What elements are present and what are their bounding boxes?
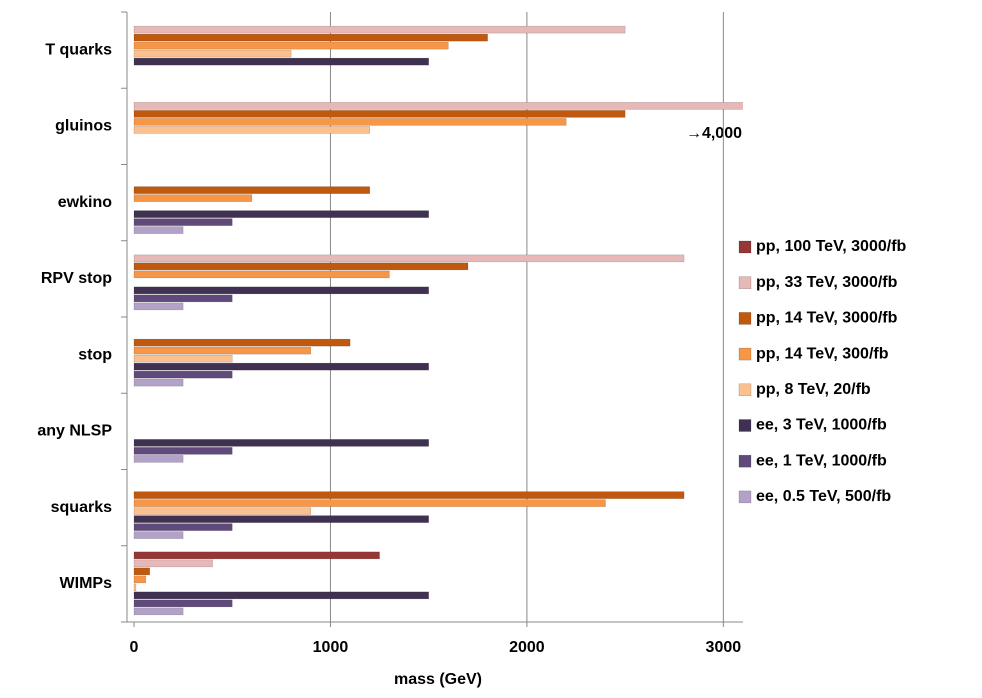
x-axis-label: mass (GeV) — [394, 671, 482, 688]
bar — [133, 33, 488, 42]
bar — [133, 346, 312, 355]
bar — [133, 338, 351, 347]
legend-label: pp, 14 TeV, 3000/fb — [756, 310, 898, 327]
bar — [133, 531, 184, 539]
bar — [133, 551, 380, 560]
y-tick-label: WIMPs — [60, 575, 113, 592]
y-tick-label: squarks — [51, 499, 112, 516]
bar — [133, 370, 233, 379]
bar — [133, 49, 292, 58]
y-tick-label: stop — [78, 346, 112, 363]
bar — [133, 559, 213, 568]
legend-label: pp, 100 TeV, 3000/fb — [756, 238, 907, 255]
bar — [133, 507, 312, 515]
bar — [133, 194, 253, 202]
legend-swatch — [738, 454, 752, 468]
legend-swatch — [738, 240, 752, 254]
y-tick-label: RPV stop — [41, 270, 112, 287]
bar — [133, 354, 233, 363]
bar — [133, 599, 233, 608]
bar — [133, 607, 184, 616]
bar — [133, 270, 390, 279]
bar — [133, 41, 449, 50]
bar — [133, 499, 606, 507]
bar — [133, 515, 429, 523]
bar — [133, 110, 626, 118]
bar — [133, 575, 147, 584]
legend-swatch — [738, 490, 752, 504]
bar — [133, 591, 429, 600]
legend-label: pp, 14 TeV, 300/fb — [756, 345, 889, 362]
x-tick-label: 0 — [130, 639, 139, 656]
legend-label: ee, 1 TeV, 1000/fb — [756, 452, 887, 469]
bar — [133, 57, 429, 66]
bar — [133, 491, 685, 499]
bar — [133, 362, 429, 371]
bar — [133, 210, 429, 218]
bar — [133, 286, 429, 295]
x-tick-label: 1000 — [313, 639, 349, 656]
bar — [133, 523, 233, 531]
legend-swatch — [738, 312, 752, 325]
legend-swatch — [738, 347, 752, 361]
bar — [133, 378, 184, 387]
y-tick-label: ewkino — [58, 194, 112, 211]
legend-label: ee, 3 TeV, 1000/fb — [756, 417, 887, 434]
annotation: →4,000 — [686, 125, 742, 142]
legend-swatch — [738, 276, 752, 289]
legend-swatch — [738, 383, 752, 397]
y-tick-label: gluinos — [55, 118, 112, 135]
bar — [133, 118, 567, 126]
bar — [133, 302, 184, 311]
y-tick-label: any NLSP — [37, 423, 112, 440]
bar — [133, 254, 685, 263]
bar — [133, 25, 626, 34]
bar — [133, 583, 137, 592]
bar — [133, 567, 150, 576]
bar — [133, 439, 429, 447]
bar — [133, 186, 370, 194]
y-tick-label: T quarks — [45, 41, 112, 58]
bar — [133, 447, 233, 455]
bar — [133, 218, 233, 226]
legend-swatch — [738, 419, 752, 432]
x-tick-label: 2000 — [509, 639, 545, 656]
bar — [133, 226, 184, 234]
bar — [133, 294, 233, 303]
bar — [133, 262, 469, 271]
x-tick-label: 3000 — [706, 639, 742, 656]
bar — [133, 102, 743, 110]
bar — [133, 455, 184, 463]
plot-area — [133, 25, 743, 616]
bar — [133, 126, 370, 134]
legend-label: ee, 0.5 TeV, 500/fb — [756, 488, 891, 505]
legend-label: pp, 8 TeV, 20/fb — [756, 381, 871, 398]
legend-label: pp, 33 TeV, 3000/fb — [756, 274, 898, 291]
